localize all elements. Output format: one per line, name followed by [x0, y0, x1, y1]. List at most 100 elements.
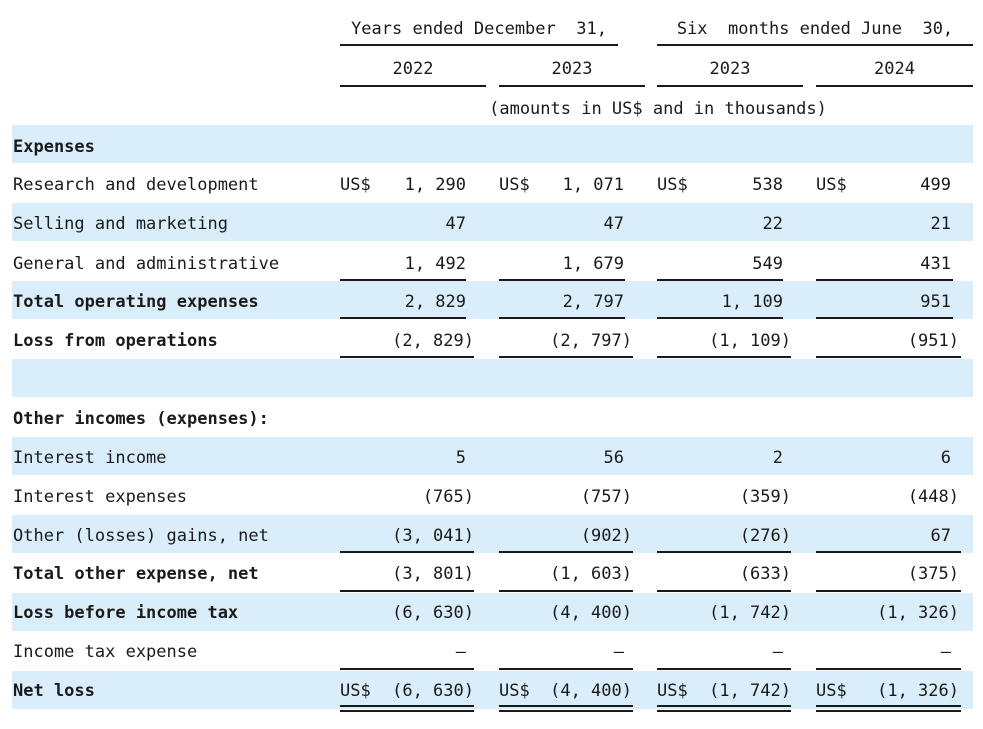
cell-other-gains-2024: 67: [930, 526, 951, 546]
row-label-loss-ops: Loss from operations: [13, 331, 218, 351]
cell-loss-before-2024: (1, 326): [877, 603, 959, 623]
row-band: [12, 281, 973, 319]
cell-interest-income-2024: 6: [940, 448, 951, 468]
cell-tax-2024: —: [940, 642, 951, 662]
double-underline: [499, 705, 633, 712]
cell-interest-income-2023-six: 2: [772, 448, 783, 468]
section-label-expenses: Expenses: [13, 137, 95, 157]
column-rule: [340, 85, 486, 87]
cell-loss-ops-2023: (2, 797): [550, 331, 632, 351]
cell-rnd-2023: 1, 071: [562, 175, 624, 195]
row-band: [12, 515, 973, 553]
subtotal-rule: [657, 551, 791, 553]
row-label-other-gains: Other (losses) gains, net: [13, 526, 269, 546]
cell-other-gains-2023: (902): [580, 526, 632, 546]
cell-tax-2023-six: —: [772, 642, 783, 662]
section-label-other: Other incomes (expenses):: [13, 409, 269, 429]
currency-label: US$: [816, 175, 847, 195]
header-six-months-ended: Six months ended June 30,: [676, 19, 954, 39]
subtotal-rule: [340, 551, 474, 553]
row-label-net-loss: Net loss: [13, 681, 95, 701]
currency-label: US$: [340, 175, 371, 195]
header-rule: [657, 44, 973, 46]
subtotal-rule: [657, 590, 791, 592]
cell-loss-before-2022: (6, 630): [392, 603, 474, 623]
subtotal-rule: [657, 668, 791, 670]
row-label-interest-income: Interest income: [13, 448, 167, 468]
cell-rnd-2023-six: 538: [752, 175, 783, 195]
header-years-ended: Years ended December 31,: [351, 19, 607, 39]
column-header-2024: 2024: [874, 59, 915, 79]
cell-general-2024: 431: [920, 254, 951, 274]
subtotal-rule: [816, 317, 953, 319]
cell-interest-exp-2023: (757): [580, 487, 632, 507]
row-label-general: General and administrative: [13, 254, 280, 274]
cell-total-other-2023: (1, 603): [550, 564, 632, 584]
currency-label: US$: [657, 175, 688, 195]
currency-label: US$: [816, 681, 847, 701]
column-rule: [657, 85, 803, 87]
row-label-total-opex: Total operating expenses: [13, 292, 259, 312]
cell-net-loss-2022: (6, 630): [392, 681, 474, 701]
row-band: [12, 437, 973, 475]
cell-tax-2023: —: [613, 642, 624, 662]
cell-loss-ops-2024: (951): [907, 331, 959, 351]
row-label-loss-before: Loss before income tax: [13, 603, 239, 623]
currency-label: US$: [657, 681, 688, 701]
cell-selling-2023-six: 22: [762, 214, 783, 234]
cell-interest-income-2022: 5: [455, 448, 466, 468]
row-band: [12, 671, 973, 709]
subtotal-rule: [816, 668, 961, 670]
cell-selling-2024: 21: [930, 214, 951, 234]
cell-rnd-2022: 1, 290: [404, 175, 466, 195]
cell-loss-ops-2022: (2, 829): [392, 331, 474, 351]
subtotal-rule: [499, 356, 633, 358]
cell-interest-income-2023: 56: [603, 448, 624, 468]
cell-total-other-2023-six: (633): [739, 564, 791, 584]
currency-label: US$: [340, 681, 371, 701]
cell-loss-before-2023-six: (1, 742): [709, 603, 791, 623]
cell-other-gains-2022: (3, 041): [392, 526, 474, 546]
column-header-2022: 2022: [392, 59, 434, 79]
subtotal-rule: [340, 590, 474, 592]
subtotal-rule: [499, 668, 633, 670]
cell-general-2023-six: 549: [752, 254, 783, 274]
cell-selling-2022: 47: [445, 214, 466, 234]
units-note: (amounts in US$ and in thousands): [489, 99, 827, 119]
cell-general-2023: 1, 679: [562, 254, 624, 274]
subtotal-rule: [340, 668, 474, 670]
currency-label: US$: [499, 681, 530, 701]
row-band: [12, 359, 973, 397]
row-band: [12, 203, 973, 241]
row-label-total-other: Total other expense, net: [13, 564, 259, 584]
column-rule: [499, 85, 645, 87]
cell-net-loss-2024: (1, 326): [877, 681, 959, 701]
subtotal-rule: [816, 279, 953, 281]
subtotal-rule: [340, 317, 466, 319]
cell-general-2022: 1, 492: [404, 254, 466, 274]
subtotal-rule: [499, 590, 633, 592]
cell-interest-exp-2023-six: (359): [739, 487, 791, 507]
double-underline: [340, 705, 474, 712]
cell-total-opex-2023-six: 1, 109: [721, 292, 783, 312]
cell-loss-before-2023: (4, 400): [550, 603, 632, 623]
row-band: [12, 593, 973, 631]
row-band: [12, 125, 973, 163]
column-header-2023-six: 2023: [709, 59, 751, 79]
subtotal-rule: [657, 356, 791, 358]
subtotal-rule: [816, 356, 961, 358]
subtotal-rule: [816, 551, 961, 553]
subtotal-rule: [340, 279, 466, 281]
cell-tax-2022: —: [455, 642, 466, 662]
column-header-2023: 2023: [551, 59, 593, 79]
cell-net-loss-2023-six: (1, 742): [709, 681, 791, 701]
row-label-selling: Selling and marketing: [13, 214, 228, 234]
cell-other-gains-2023-six: (276): [739, 526, 791, 546]
subtotal-rule: [499, 279, 625, 281]
column-rule: [816, 85, 973, 87]
subtotal-rule: [816, 590, 961, 592]
double-underline: [657, 705, 791, 712]
cell-total-opex-2022: 2, 829: [404, 292, 466, 312]
row-label-interest-exp: Interest expenses: [13, 487, 187, 507]
row-label-rnd: Research and development: [13, 175, 259, 195]
